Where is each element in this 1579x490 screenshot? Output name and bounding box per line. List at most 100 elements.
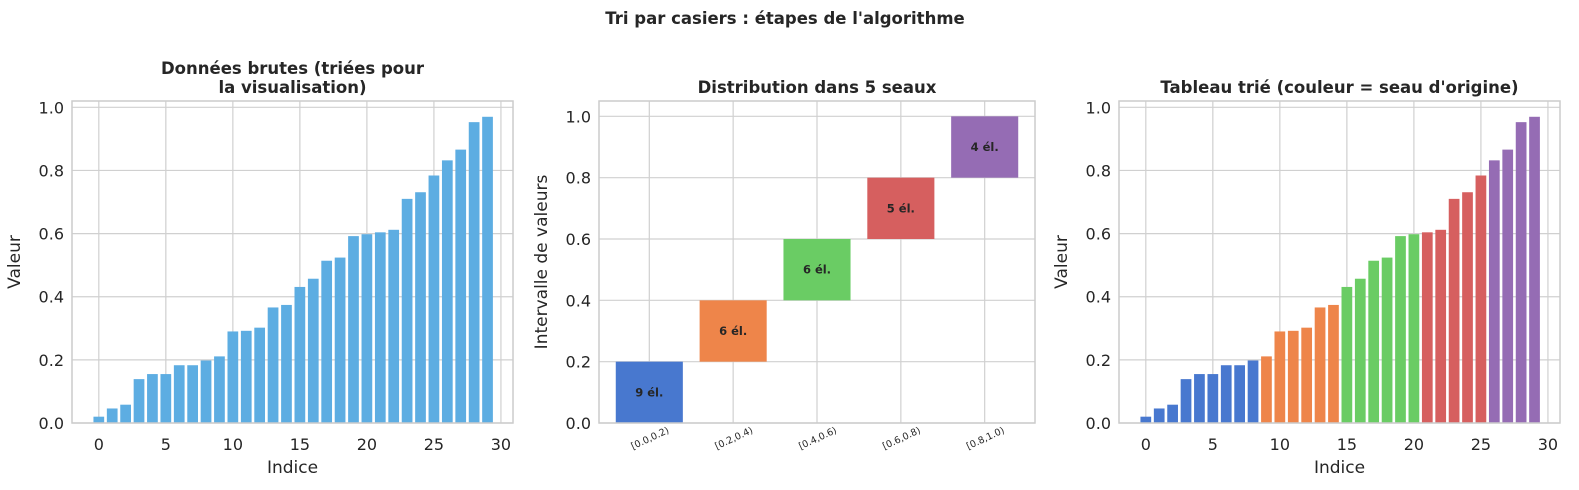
x-tick-label: 10 — [1270, 435, 1290, 454]
bar — [1167, 404, 1178, 423]
x-tick-label: 5 — [1208, 435, 1218, 454]
bar — [187, 365, 198, 423]
x-tick-label: 20 — [1404, 435, 1424, 454]
bar — [1261, 356, 1272, 423]
bucket-count-label: 6 él. — [719, 324, 747, 338]
bar — [1194, 374, 1205, 423]
chart-title: Distribution dans 5 seaux — [698, 78, 937, 97]
x-tick-label: [0.0,0.2) — [630, 425, 671, 452]
bucket-count-label: 5 él. — [887, 201, 915, 215]
bar — [348, 236, 359, 423]
bar — [1488, 160, 1500, 424]
bucket-bar — [951, 116, 1019, 178]
x-tick-label: 20 — [357, 435, 377, 454]
bar — [1274, 331, 1286, 423]
y-tick-label: 0.0 — [566, 414, 591, 433]
x-tick-label: 30 — [1538, 435, 1558, 454]
y-tick-label: 0.2 — [1086, 351, 1111, 370]
chart-title: Données brutes (triées pour — [161, 59, 425, 78]
bucket-count-label: 4 él. — [971, 140, 999, 154]
x-tick-label: 30 — [491, 435, 511, 454]
bar — [227, 331, 239, 423]
chart-sorted-array: 0.0 0.2 0.4 0.6 0.8 1.0 0 5 10 15 20 25 30 Tableau tr… — [1052, 78, 1561, 478]
y-tick-label: 0.8 — [39, 161, 64, 180]
bar — [482, 116, 493, 424]
bucket-bar — [615, 361, 683, 423]
bar — [1462, 192, 1473, 423]
axes-frame — [598, 100, 1036, 424]
y-tick-label: 0.4 — [39, 288, 64, 307]
bar — [1287, 330, 1299, 423]
bar — [428, 175, 440, 423]
y-axis-label: Valeur — [1052, 235, 1072, 289]
bar — [401, 198, 413, 423]
bucket-count-label: 6 él. — [803, 263, 831, 277]
x-tick-label: 0 — [1141, 435, 1151, 454]
bar — [281, 304, 292, 423]
bar — [1314, 307, 1326, 423]
bar — [1502, 149, 1514, 423]
y-tick-label: 1.0 — [39, 98, 64, 117]
axes-frame — [71, 100, 514, 424]
chart-bucket-distribution: 0.0 0.2 0.4 0.6 0.8 1.0 9 él. [0.0,0.2) 6 él. [0.… — [532, 78, 1036, 452]
bar — [106, 408, 118, 423]
bar — [1153, 408, 1165, 423]
bar — [1180, 379, 1192, 423]
bucket-count-label: 9 él. — [635, 385, 663, 399]
x-tick-label: 25 — [424, 435, 444, 454]
bar — [468, 122, 480, 424]
bar — [321, 260, 333, 423]
y-tick-label: 1.0 — [566, 107, 591, 126]
y-tick-label: 0.8 — [1086, 161, 1111, 180]
bar — [1354, 278, 1366, 423]
bar — [214, 356, 225, 423]
bar — [267, 307, 279, 423]
bar — [200, 360, 212, 423]
figure-suptitle: Tri par casiers : étapes de l'algorithme — [605, 9, 964, 28]
y-tick-label: 0.6 — [566, 230, 591, 249]
y-tick-label: 0.0 — [39, 414, 64, 433]
bar — [307, 278, 319, 423]
bar — [133, 379, 145, 423]
x-tick-label: 15 — [290, 435, 310, 454]
bar — [441, 160, 453, 424]
bar — [254, 327, 266, 423]
bar — [147, 374, 158, 423]
y-tick-label: 0.4 — [566, 291, 591, 310]
bar — [1220, 365, 1232, 423]
bucket-bar — [867, 177, 935, 239]
bar — [1234, 365, 1245, 423]
axes-frame — [1118, 100, 1561, 424]
bar — [374, 232, 386, 423]
bar — [388, 229, 400, 423]
bar — [1341, 286, 1353, 423]
chart-raw-data: 0.0 0.2 0.4 0.6 0.8 1.0 0 5 10 15 20 25 30 Données br… — [5, 59, 514, 478]
bar — [361, 234, 373, 423]
chart-title: la visualisation) — [218, 78, 366, 97]
y-tick-label: 1.0 — [1086, 98, 1111, 117]
bar — [1408, 234, 1420, 423]
bar — [455, 149, 467, 423]
x-tick-label: 10 — [223, 435, 243, 454]
x-tick-label: [0.8,1.0) — [965, 425, 1006, 452]
bar — [1475, 175, 1487, 423]
bar — [415, 192, 426, 423]
bucket-bar — [699, 300, 767, 362]
x-axis-label: Indice — [1314, 458, 1365, 478]
bar — [1381, 257, 1393, 423]
x-axis-label: Indice — [267, 458, 318, 478]
bar — [1328, 304, 1339, 423]
bar — [1301, 327, 1313, 423]
x-tick-label: [0.2,0.4) — [713, 425, 754, 452]
x-tick-label: 15 — [1337, 435, 1357, 454]
bar — [294, 286, 306, 423]
bar — [160, 374, 172, 423]
y-axis-label: Valeur — [5, 235, 25, 289]
x-tick-label: [0.4,0.6) — [797, 425, 838, 452]
x-tick-label: [0.6,0.8) — [881, 425, 922, 452]
x-tick-label: 0 — [94, 435, 104, 454]
y-axis-label: Intervalle de valeurs — [532, 175, 552, 350]
bar — [1247, 360, 1259, 423]
bar — [1529, 116, 1540, 424]
